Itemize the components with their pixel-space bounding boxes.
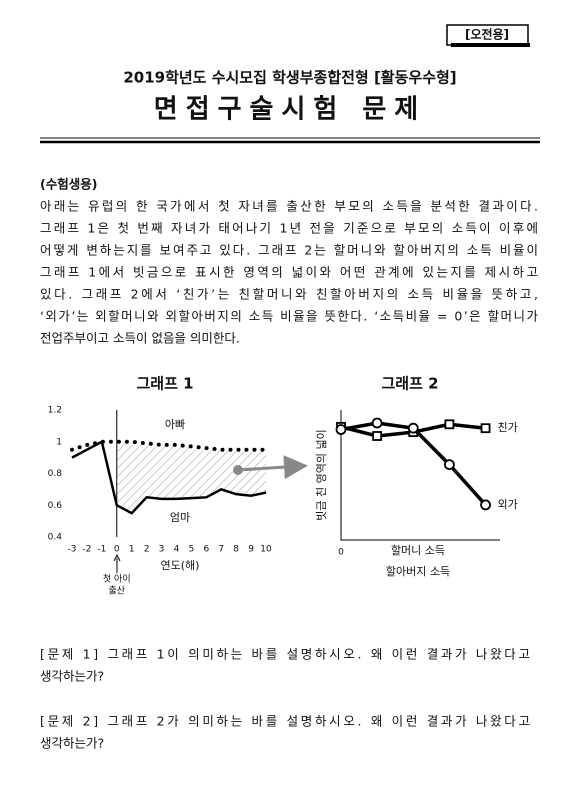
x-tick-label: 2 — [144, 545, 150, 555]
marker — [407, 422, 419, 434]
paragraph-line: ‘외가’는 외할머니와 외할아버지의 소득 비율을 뜻한다. ‘소득비율 = 0… — [40, 309, 538, 324]
y-tick-label: 0.4 — [48, 533, 63, 543]
marker — [480, 499, 491, 511]
title: 면접구술시험 문제 — [154, 95, 426, 125]
y-tick-label: 1 — [56, 437, 62, 447]
x-tick-label: 9 — [248, 545, 254, 555]
paragraph-line: 그래프 1에서 빗금으로 표시한 영역의 넓이와 어떤 관계에 있는지를 제시하… — [40, 265, 538, 280]
x-tick-label: 0 — [114, 545, 120, 555]
series-line — [70, 439, 268, 452]
x-tick-label: 6 — [203, 545, 209, 555]
y-tick-label: 0.8 — [48, 469, 63, 479]
question-line: [문제 1] 그래프 1이 의미하는 바를 설명하시오. 왜 이런 결과가 나왔… — [40, 647, 530, 662]
x-tick-label: 10 — [260, 545, 272, 555]
tag: [오전용] — [465, 27, 509, 42]
annotation: 출산 — [108, 586, 125, 597]
chart-title: 그래프 1 — [136, 375, 193, 393]
axes — [340, 410, 500, 541]
x-axis-label: 할머니 소득 — [391, 544, 445, 557]
paragraph-line: 전업주부이고 소득이 없음을 의미한다. — [40, 331, 240, 346]
paragraph-line: 어떻게 변하는지를 보여주고 있다. 그래프 2는 할머니와 할아버지의 소득 … — [40, 243, 538, 258]
y-tick-label: 1.2 — [48, 406, 62, 416]
marker — [480, 423, 491, 434]
x-tick-label: -3 — [68, 545, 77, 555]
x-tick-label: -1 — [97, 545, 106, 555]
question-line: 생각하는가? — [40, 736, 104, 751]
marker — [372, 431, 383, 441]
marker — [335, 424, 347, 435]
section-label: (수험생용) — [40, 177, 97, 192]
x-tick-label: 7 — [218, 545, 224, 555]
x-tick-label: 0 — [338, 548, 344, 558]
y-tick-label: 0.6 — [48, 501, 63, 511]
x-tick-label: 5 — [189, 545, 195, 555]
tag-shadow — [451, 43, 530, 47]
x-tick-label: 8 — [233, 545, 239, 555]
paragraph-line: 그래프 1은 첫 번째 자녀가 태어나기 1년 전을 기준으로 부모의 소득이 … — [40, 221, 538, 236]
series-label: 아빠 — [165, 418, 185, 431]
chart-title: 그래프 2 — [381, 375, 438, 393]
hatch-area — [116, 441, 267, 514]
pointer-head — [113, 553, 121, 562]
paragraph-line: 있다. 그래프 2에서 ‘친가’는 친할머니와 친할아버지의 소득 비율을 뜻하… — [40, 287, 538, 302]
marker — [444, 419, 455, 430]
question-line: 생각하는가? — [40, 669, 104, 684]
paragraph-line: 아래는 유럽의 한 국가에서 첫 자녀를 출산한 부모의 소득을 분석한 결과이… — [40, 199, 538, 214]
series-line — [71, 439, 267, 515]
annotation: 첫 아이 — [103, 574, 131, 585]
marker — [444, 459, 455, 471]
x-tick-label: -2 — [82, 545, 91, 555]
x-tick-label: 3 — [159, 545, 165, 555]
question-line: [문제 2] 그래프 2가 의미하는 바를 설명하시오. 왜 이런 결과가 나왔… — [40, 714, 530, 729]
x-axis-label: 할아버지 소득 — [386, 565, 450, 578]
x-axis-label: 연도(해) — [161, 558, 200, 572]
x-tick-label: 4 — [174, 545, 180, 555]
series-label: 외가 — [498, 498, 518, 511]
series-label: 엄마 — [170, 511, 190, 524]
marker — [371, 417, 383, 429]
subtitle: 2019학년도 수시모집 학생부종합전형 [활동우수형] — [123, 69, 456, 87]
y-axis-label: 빗금 친 영역의 넓이 — [315, 429, 328, 520]
x-tick-label: 1 — [129, 545, 135, 555]
series-label: 친가 — [498, 421, 518, 434]
